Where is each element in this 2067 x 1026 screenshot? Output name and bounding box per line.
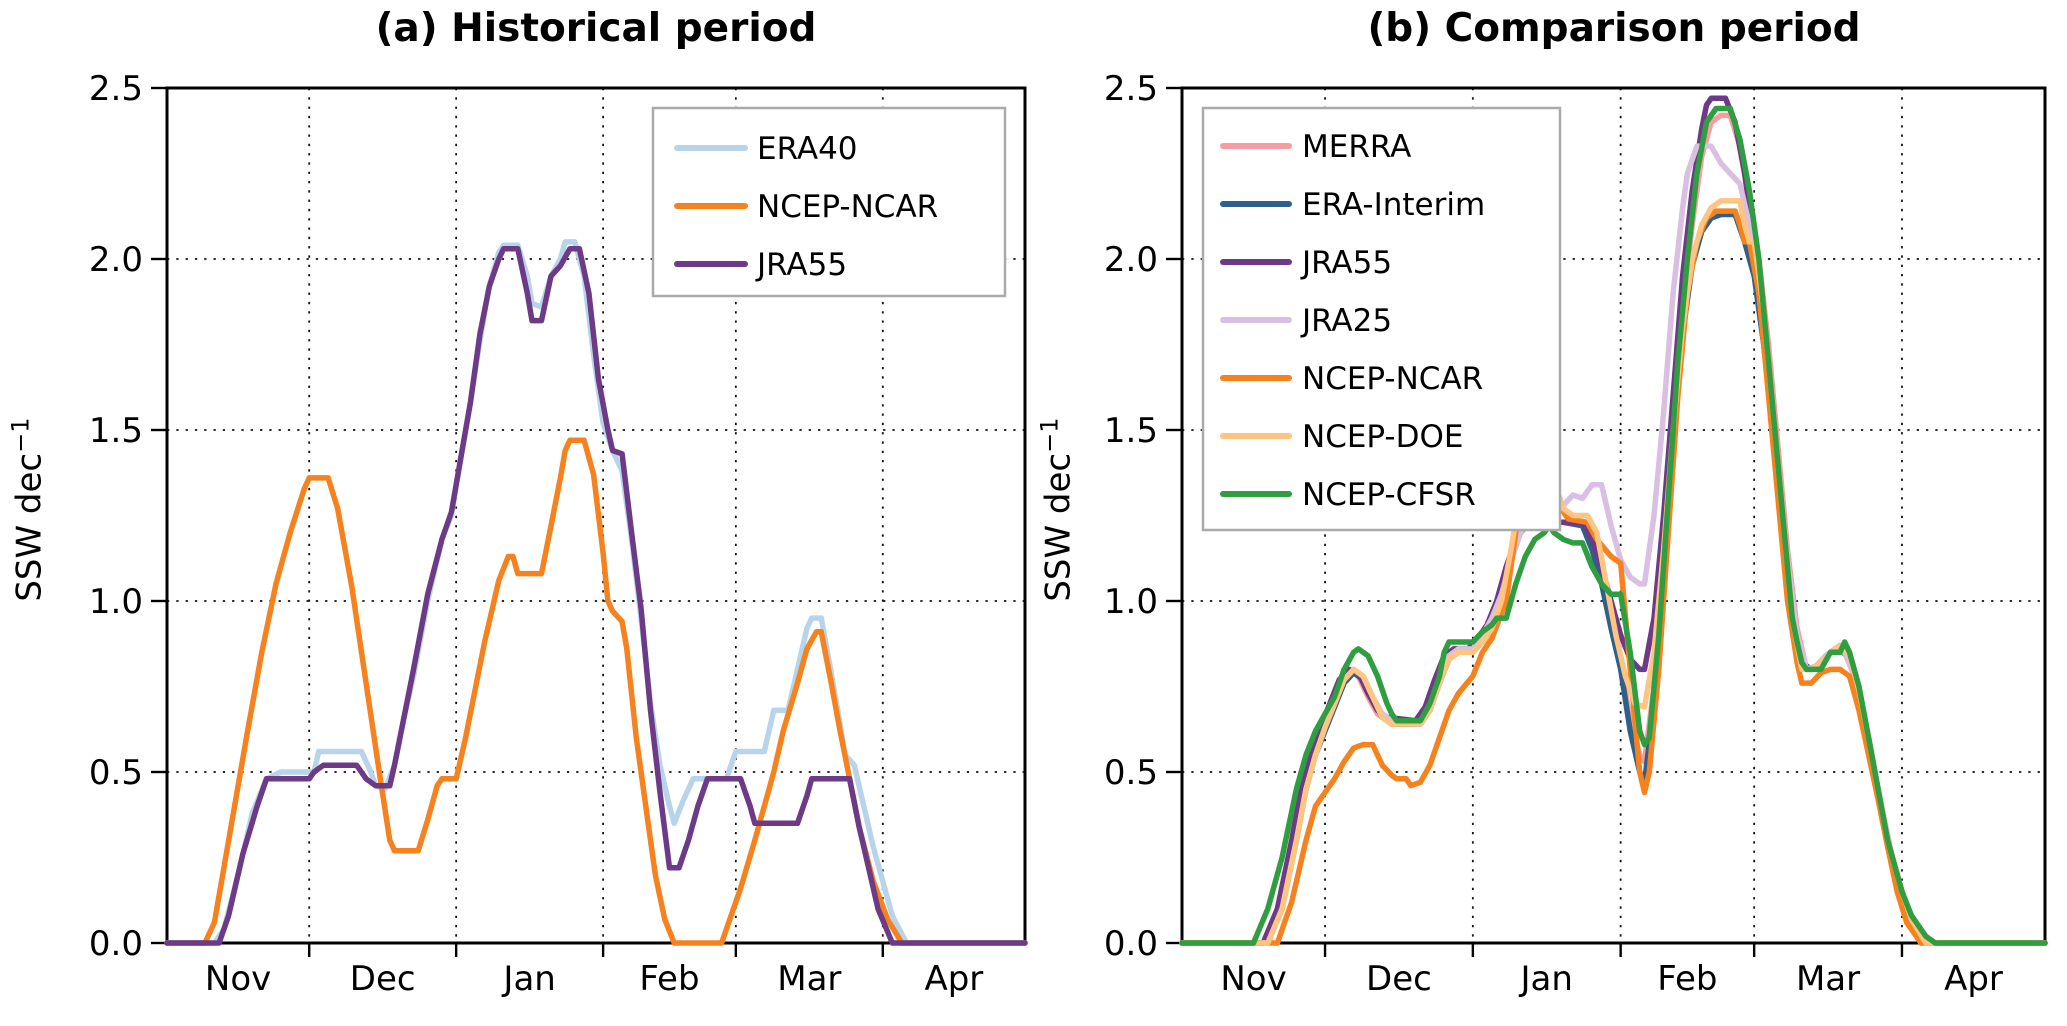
x-tick-label: Apr xyxy=(924,959,983,999)
x-tick-label: Dec xyxy=(1366,959,1432,999)
y-tick-label: 1.5 xyxy=(1104,411,1158,451)
legend-label-merra: MERRA xyxy=(1302,129,1411,165)
legend-label-ncep-ncar: NCEP-NCAR xyxy=(757,189,938,225)
y-tick-label: 0.5 xyxy=(1104,753,1158,793)
axes-spines xyxy=(1180,86,2047,945)
axes-spines xyxy=(165,86,1027,945)
y-tick-label: 2.5 xyxy=(89,69,143,109)
panel-b-title: (b) Comparison period xyxy=(1367,6,1861,51)
x-tick-label: Jan xyxy=(1519,959,1573,999)
panel-b-y-axis-label: SSW dec−1 xyxy=(1035,417,1079,602)
x-tick-label: Mar xyxy=(1796,959,1860,999)
y-tick-label: 0.0 xyxy=(89,924,143,964)
series-line-ncep-ncar xyxy=(164,437,1028,946)
x-tick-label: Nov xyxy=(205,959,271,999)
legend-label-jra55: JRA55 xyxy=(755,247,847,283)
legend-label-jra25: JRA25 xyxy=(1300,303,1392,339)
y-tick-label: 1.5 xyxy=(89,411,143,451)
series-line-jra55 xyxy=(164,245,1028,946)
y-tick-label: 2.5 xyxy=(1104,69,1158,109)
panel-a-y-axis-label: SSW dec−1 xyxy=(6,417,50,602)
y-axis-label-text: SSW dec xyxy=(1038,452,1079,602)
y-tick-label: 1.0 xyxy=(89,582,143,622)
y-tick-label: 0.5 xyxy=(89,753,143,793)
y-axis-label-exponent: −1 xyxy=(1035,417,1064,453)
x-tick-label: Jan xyxy=(501,959,555,999)
x-tick-label: Feb xyxy=(1657,959,1717,999)
y-tick-label: 2.0 xyxy=(1104,240,1158,280)
x-tick-label: Nov xyxy=(1220,959,1286,999)
x-tick-label: Apr xyxy=(1944,959,2003,999)
y-tick-label: 1.0 xyxy=(1104,582,1158,622)
series-line-ncep-doe xyxy=(1179,198,2048,946)
legend-label-jra55: JRA55 xyxy=(1300,245,1392,281)
legend-label-era-interim: ERA-Interim xyxy=(1302,187,1485,223)
y-axis-label-text: SSW dec xyxy=(9,452,50,602)
legend-label-era40: ERA40 xyxy=(757,131,858,167)
legend-label-ncep-doe: NCEP-DOE xyxy=(1302,419,1463,455)
series-line-ncep-cfsr xyxy=(1179,105,2048,946)
x-tick-label: Mar xyxy=(777,959,841,999)
legend-label-ncep-cfsr: NCEP-CFSR xyxy=(1302,477,1476,513)
y-axis-label-exponent: −1 xyxy=(6,417,35,453)
x-tick-label: Dec xyxy=(350,959,416,999)
series-line-ncep-ncar xyxy=(1179,208,2048,946)
legend-label-ncep-ncar: NCEP-NCAR xyxy=(1302,361,1483,397)
panel-a-title: (a) Historical period xyxy=(375,6,817,51)
x-tick-label: Feb xyxy=(639,959,699,999)
y-tick-label: 2.0 xyxy=(89,240,143,280)
y-tick-label: 0.0 xyxy=(1104,924,1158,964)
